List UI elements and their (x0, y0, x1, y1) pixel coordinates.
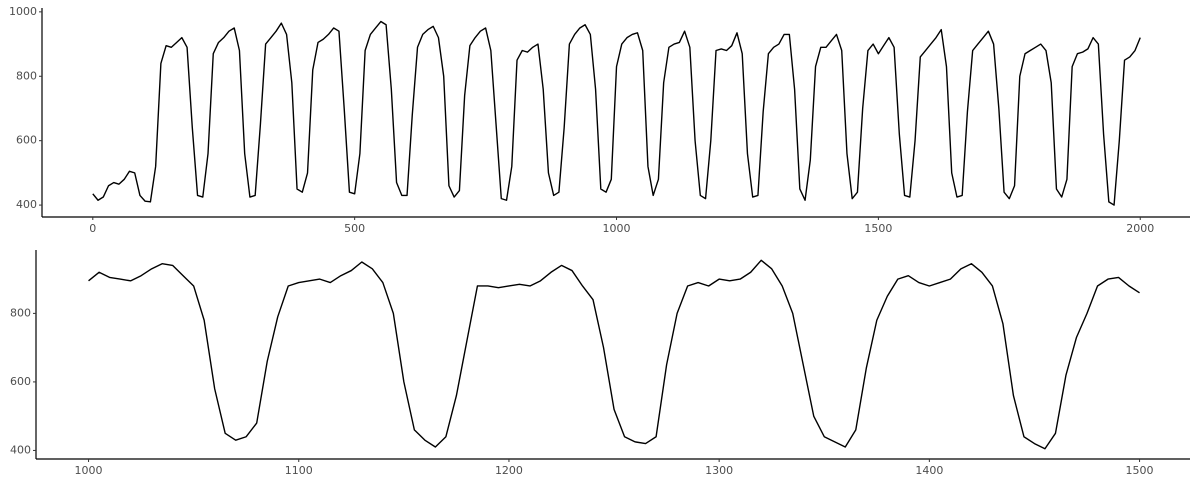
x-tick-label: 1300 (705, 464, 733, 477)
y-tick-label: 600 (10, 375, 31, 388)
x-tick-label: 1200 (495, 464, 523, 477)
x-tick-label: 2000 (1126, 222, 1154, 235)
x-tick-label: 1400 (915, 464, 943, 477)
x-tick-label: 1000 (603, 222, 631, 235)
x-tick-label: 1000 (75, 464, 103, 477)
y-tick-label: 800 (10, 306, 31, 319)
line-series (92, 20, 1141, 206)
line-series (88, 259, 1140, 450)
x-tick-label: 1100 (285, 464, 313, 477)
x-tick-label: 1500 (864, 222, 892, 235)
y-tick-label: 400 (10, 443, 31, 456)
y-tick-label: 400 (16, 198, 37, 211)
y-tick-label: 1000 (9, 5, 37, 18)
x-tick-label: 1500 (1126, 464, 1154, 477)
y-tick-label: 600 (16, 134, 37, 147)
y-tick-label: 800 (16, 69, 37, 82)
x-tick-label: 0 (89, 222, 96, 235)
x-tick-label: 500 (344, 222, 365, 235)
